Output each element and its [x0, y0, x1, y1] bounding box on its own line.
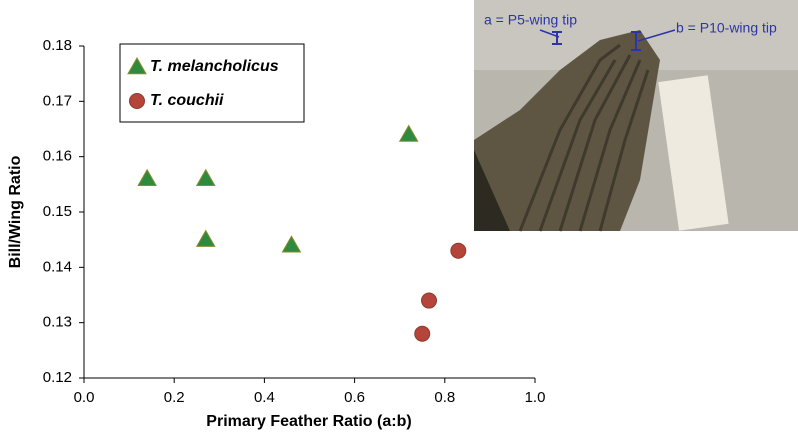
x-tick-label: 0.2: [164, 389, 185, 406]
x-axis-title: Primary Feather Ratio (a:b): [206, 413, 411, 430]
x-tick-label: 0.8: [434, 389, 455, 406]
triangle-point: [195, 168, 216, 187]
triangle-point: [195, 229, 216, 247]
y-axis-title: Bill/Wing Ratio: [7, 155, 24, 268]
x-tick-label: 0.4: [254, 389, 275, 406]
circle-point: [450, 242, 467, 259]
y-tick-label: 0.15: [43, 203, 72, 220]
triangle-point: [281, 235, 302, 253]
x-tick-label: 0.6: [344, 389, 365, 406]
legend-text: T. couchii: [150, 92, 224, 109]
inset-photo: [474, 0, 798, 232]
triangle-point: [398, 124, 419, 142]
y-tick-label: 0.13: [43, 314, 72, 331]
photo-label: b = P10-wing tip: [676, 20, 777, 36]
y-tick-label: 0.18: [43, 37, 72, 54]
y-tick-label: 0.12: [43, 369, 72, 386]
legend-text: T. melancholicus: [150, 58, 279, 75]
x-tick-label: 0.0: [74, 389, 95, 406]
y-tick-label: 0.16: [43, 148, 72, 165]
photo-label: a = P5-wing tip: [484, 12, 577, 28]
circle-point: [414, 325, 431, 342]
circle-point: [421, 292, 438, 309]
x-tick-label: 1.0: [525, 389, 546, 406]
legend-marker: [129, 93, 145, 109]
y-tick-label: 0.17: [43, 92, 72, 109]
legend: [119, 43, 305, 123]
legend-marker: [127, 56, 147, 75]
triangle-point: [137, 168, 158, 187]
y-tick-label: 0.14: [43, 258, 72, 275]
